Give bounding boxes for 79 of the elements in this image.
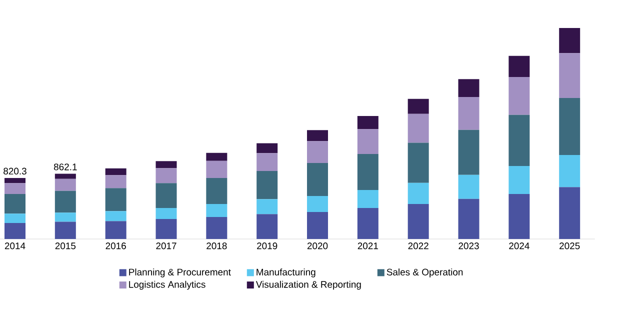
bar bbox=[256, 199, 278, 214]
bar bbox=[156, 183, 177, 208]
bar bbox=[256, 171, 278, 200]
bar bbox=[307, 196, 328, 212]
x-tick-label: 2021 bbox=[358, 242, 378, 250]
bar bbox=[156, 218, 177, 239]
bar bbox=[156, 168, 177, 184]
bar bbox=[105, 188, 126, 212]
x-tick-label: 2017 bbox=[156, 242, 176, 250]
bar bbox=[357, 190, 378, 208]
legend-label: Sales & Operation bbox=[386, 268, 463, 278]
bar bbox=[458, 79, 480, 97]
bar bbox=[357, 154, 378, 190]
bar bbox=[508, 76, 530, 115]
bar bbox=[206, 217, 228, 239]
bar bbox=[4, 194, 26, 214]
bar bbox=[357, 208, 378, 239]
bar bbox=[559, 155, 580, 188]
bar bbox=[559, 98, 580, 156]
bar bbox=[4, 222, 26, 239]
bar bbox=[408, 114, 429, 143]
x-tick-label: 2015 bbox=[55, 242, 76, 250]
bar bbox=[206, 152, 228, 161]
bar bbox=[508, 56, 530, 77]
bar bbox=[357, 129, 378, 154]
bar bbox=[256, 143, 278, 154]
bar bbox=[206, 178, 228, 204]
bar bbox=[458, 130, 480, 175]
bar bbox=[508, 166, 530, 194]
legend-label: Logistics Analytics bbox=[129, 280, 206, 290]
bar bbox=[105, 221, 126, 239]
bar bbox=[408, 98, 429, 114]
x-tick-label: 2019 bbox=[257, 242, 278, 250]
bar bbox=[458, 96, 480, 130]
bar bbox=[408, 204, 429, 239]
bar bbox=[559, 187, 580, 239]
annotation: 862.1 bbox=[54, 164, 77, 170]
bar bbox=[54, 222, 76, 239]
bar bbox=[54, 174, 76, 179]
annotation: 820.3 bbox=[4, 168, 26, 174]
bar bbox=[105, 168, 126, 176]
bar bbox=[307, 130, 328, 142]
bar bbox=[408, 182, 429, 204]
bar bbox=[4, 178, 26, 184]
bar bbox=[307, 163, 328, 196]
x-tick-label: 2014 bbox=[4, 242, 26, 250]
legend-label: Planning & Procurement bbox=[129, 268, 231, 278]
bar bbox=[458, 174, 480, 199]
bar bbox=[156, 161, 177, 168]
bar bbox=[357, 116, 378, 130]
x-tick-label: 2024 bbox=[509, 242, 530, 250]
bar bbox=[256, 153, 278, 172]
bar bbox=[206, 160, 228, 178]
bar bbox=[4, 214, 26, 223]
bar bbox=[105, 211, 126, 222]
bar bbox=[54, 178, 76, 191]
x-tick-label: 2018 bbox=[206, 242, 227, 250]
bar bbox=[105, 175, 126, 188]
x-tick-label: 2020 bbox=[307, 242, 328, 250]
bar bbox=[458, 198, 480, 239]
legend-label: Visualization & Reporting bbox=[256, 280, 361, 290]
bar bbox=[559, 28, 580, 54]
bar bbox=[4, 183, 26, 194]
x-tick-label: 2025 bbox=[560, 242, 580, 250]
bar bbox=[54, 212, 76, 222]
bar bbox=[54, 190, 76, 213]
bar bbox=[256, 214, 278, 239]
legend-label: Manufacturing bbox=[256, 268, 316, 278]
bar bbox=[307, 141, 328, 164]
bar bbox=[408, 142, 429, 183]
x-tick-label: 2022 bbox=[408, 242, 428, 250]
bar bbox=[559, 53, 580, 98]
bar bbox=[508, 114, 530, 166]
bar bbox=[307, 212, 328, 239]
x-tick-label: 2016 bbox=[106, 242, 126, 250]
bar bbox=[508, 194, 530, 239]
bar bbox=[206, 204, 228, 218]
bar bbox=[156, 208, 177, 219]
x-tick-label: 2023 bbox=[458, 242, 479, 250]
